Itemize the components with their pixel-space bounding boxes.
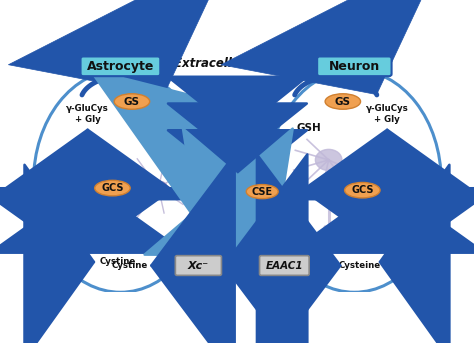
Text: γ-GluCys: γ-GluCys <box>366 165 409 174</box>
Text: Cysteine: Cysteine <box>213 197 261 207</box>
Text: Homocysteine: Homocysteine <box>199 140 276 150</box>
FancyBboxPatch shape <box>317 57 392 76</box>
Circle shape <box>150 181 167 195</box>
Text: Cystathionine: Cystathionine <box>199 166 275 176</box>
Text: CSE: CSE <box>252 187 273 197</box>
Ellipse shape <box>95 180 130 196</box>
Text: γ-GluCys
+ Gly: γ-GluCys + Gly <box>66 105 109 124</box>
Text: EAAC1: EAAC1 <box>265 261 303 271</box>
Text: Glu + ATP: Glu + ATP <box>364 210 411 219</box>
Text: Cystine: Cystine <box>100 258 136 267</box>
Text: GSH: GSH <box>297 123 321 133</box>
Text: GCS: GCS <box>351 185 374 195</box>
Text: Methionine: Methionine <box>206 113 268 123</box>
Text: Cystine: Cystine <box>217 241 258 251</box>
Ellipse shape <box>325 94 361 109</box>
Circle shape <box>315 149 342 170</box>
Text: γ-GluCys: γ-GluCys <box>66 165 109 174</box>
Text: GSH: GSH <box>224 90 251 99</box>
Text: GCS: GCS <box>101 183 124 193</box>
Text: Cysteine: Cysteine <box>338 261 381 270</box>
FancyBboxPatch shape <box>175 256 221 275</box>
Text: Astrocyte: Astrocyte <box>87 60 154 73</box>
Text: γ-GluCys
+ Gly: γ-GluCys + Gly <box>366 105 409 124</box>
Text: Oxidation: Oxidation <box>206 222 255 231</box>
Text: GS: GS <box>335 96 351 107</box>
Text: GSH: GSH <box>152 123 177 133</box>
Text: Cystine: Cystine <box>111 261 147 270</box>
FancyBboxPatch shape <box>81 57 160 76</box>
FancyBboxPatch shape <box>260 256 309 275</box>
Text: Extracellular space: Extracellular space <box>174 57 301 70</box>
Text: Glu + ATP: Glu + ATP <box>64 210 111 219</box>
Text: Neuron: Neuron <box>329 60 380 73</box>
Ellipse shape <box>114 94 150 109</box>
Text: GS: GS <box>124 96 140 107</box>
Ellipse shape <box>246 185 278 199</box>
Ellipse shape <box>345 182 380 198</box>
Text: Xc⁻: Xc⁻ <box>188 261 209 271</box>
